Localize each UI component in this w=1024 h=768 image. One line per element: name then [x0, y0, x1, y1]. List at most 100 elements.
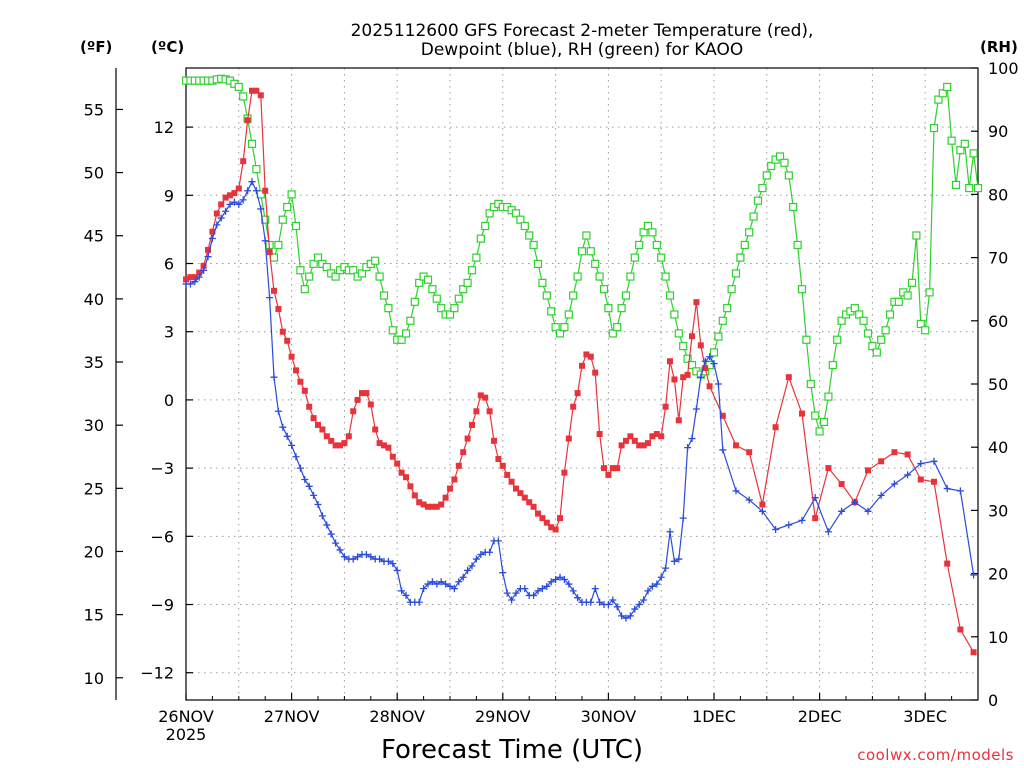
rh-point	[445, 310, 455, 319]
dewpoint-point	[288, 441, 296, 449]
dewpoint-series	[182, 178, 978, 622]
rh-point	[296, 266, 305, 275]
dewpoint-point	[204, 253, 212, 261]
rh-point	[305, 272, 314, 281]
rh-point	[740, 240, 749, 250]
temperature-point	[407, 483, 414, 490]
temperature-point	[631, 437, 638, 444]
rh-point	[617, 304, 626, 313]
rh-point	[278, 215, 287, 224]
rh-point	[538, 278, 547, 287]
dewpoint-point	[662, 564, 670, 572]
temperature-point	[627, 433, 634, 440]
temperature-point	[363, 390, 370, 397]
dewpoint-point	[354, 553, 362, 561]
celsius-unit-label: (ºC)	[151, 38, 184, 56]
x-axis-label: Forecast Time (UTC)	[381, 735, 643, 765]
temperature-point	[244, 117, 251, 124]
dewpoint-point	[772, 525, 780, 533]
dewpoint-point	[437, 578, 445, 586]
temperature-point	[279, 328, 286, 335]
temperature-point	[675, 417, 682, 424]
temperature-point	[530, 503, 537, 510]
temperature-point	[521, 494, 528, 501]
celsius-axis: 12 9 6 3 0 −3 −6 −9 −12	[140, 118, 193, 683]
temperature-point	[306, 403, 313, 410]
dewpoint-point	[811, 494, 819, 502]
chart-subtitle: Dewpoint (blue), RH (green) for KAOO	[421, 40, 744, 60]
temperature-point	[970, 649, 977, 656]
temperature-point	[552, 526, 559, 533]
temperature-point	[574, 390, 581, 397]
dewpoint-point	[248, 178, 256, 186]
rh-point	[283, 202, 292, 212]
rh-point	[727, 285, 736, 294]
rh-point	[973, 183, 983, 193]
temperature-point	[526, 499, 533, 506]
rh-point	[613, 323, 622, 332]
temperature-point	[583, 351, 590, 358]
temperature-point	[543, 519, 550, 526]
temperature-point	[746, 449, 753, 456]
dewpoint-point	[301, 475, 309, 483]
dewpoint-point	[710, 360, 718, 368]
temperature-point	[667, 358, 673, 365]
temperature-point	[689, 333, 695, 340]
fahrenheit-tick-label: 25	[84, 479, 104, 498]
rh-point	[802, 335, 811, 344]
temperature-point	[310, 415, 317, 422]
temperature-point	[477, 392, 484, 399]
dewpoint-point	[252, 187, 260, 195]
dewpoint-point	[534, 587, 542, 595]
temperature-point	[420, 501, 427, 508]
rh-point	[309, 259, 318, 269]
rh-point	[718, 316, 727, 325]
rh-point	[863, 329, 873, 338]
temperature-point	[706, 383, 713, 390]
time-tick-label: 30NOV	[581, 707, 637, 726]
rh-point	[476, 234, 485, 243]
rh-point	[591, 259, 600, 269]
dewpoint-point	[956, 487, 964, 495]
dewpoint-point	[415, 598, 423, 606]
rh-point	[291, 221, 301, 231]
temperature-point	[460, 449, 467, 456]
temperature-series	[183, 87, 977, 656]
dewpoint-point	[235, 200, 243, 208]
temperature-point	[539, 515, 546, 522]
dewpoint-point	[310, 491, 318, 499]
dewpoint-point	[332, 539, 340, 547]
dewpoint-point	[697, 373, 705, 381]
temperature-point	[187, 274, 194, 281]
temperature-point	[513, 485, 519, 492]
dewpoint-line	[186, 181, 975, 619]
dewpoint-point	[464, 566, 472, 574]
celsius-tick-label: 3	[164, 323, 174, 342]
rh-point	[432, 294, 441, 303]
dewpoint-point	[296, 464, 304, 472]
rh-point	[815, 427, 824, 436]
rh-point	[758, 183, 767, 193]
temperature-point	[592, 369, 599, 376]
temperature-point	[425, 503, 431, 510]
dewpoint-point	[930, 457, 938, 465]
dewpoint-point	[503, 589, 511, 597]
dewpoint-point	[450, 585, 458, 593]
rh-point	[947, 136, 956, 145]
dewpoint-point	[560, 576, 568, 584]
temperature-point	[825, 465, 832, 472]
dewpoint-point	[420, 585, 428, 593]
dewpoint-point	[314, 500, 322, 508]
temperature-point	[350, 408, 357, 415]
temperature-point	[473, 408, 480, 415]
rh-point	[300, 285, 309, 294]
rh-point	[573, 272, 582, 281]
rh-tick-label: 80	[988, 185, 1008, 204]
temperature-line	[185, 90, 975, 653]
dewpoint-point	[640, 596, 648, 604]
time-tick-label: 27NOV	[264, 707, 320, 726]
temperature-point	[799, 410, 805, 417]
celsius-tick-label: −3	[150, 459, 174, 478]
temperature-point	[200, 262, 207, 269]
